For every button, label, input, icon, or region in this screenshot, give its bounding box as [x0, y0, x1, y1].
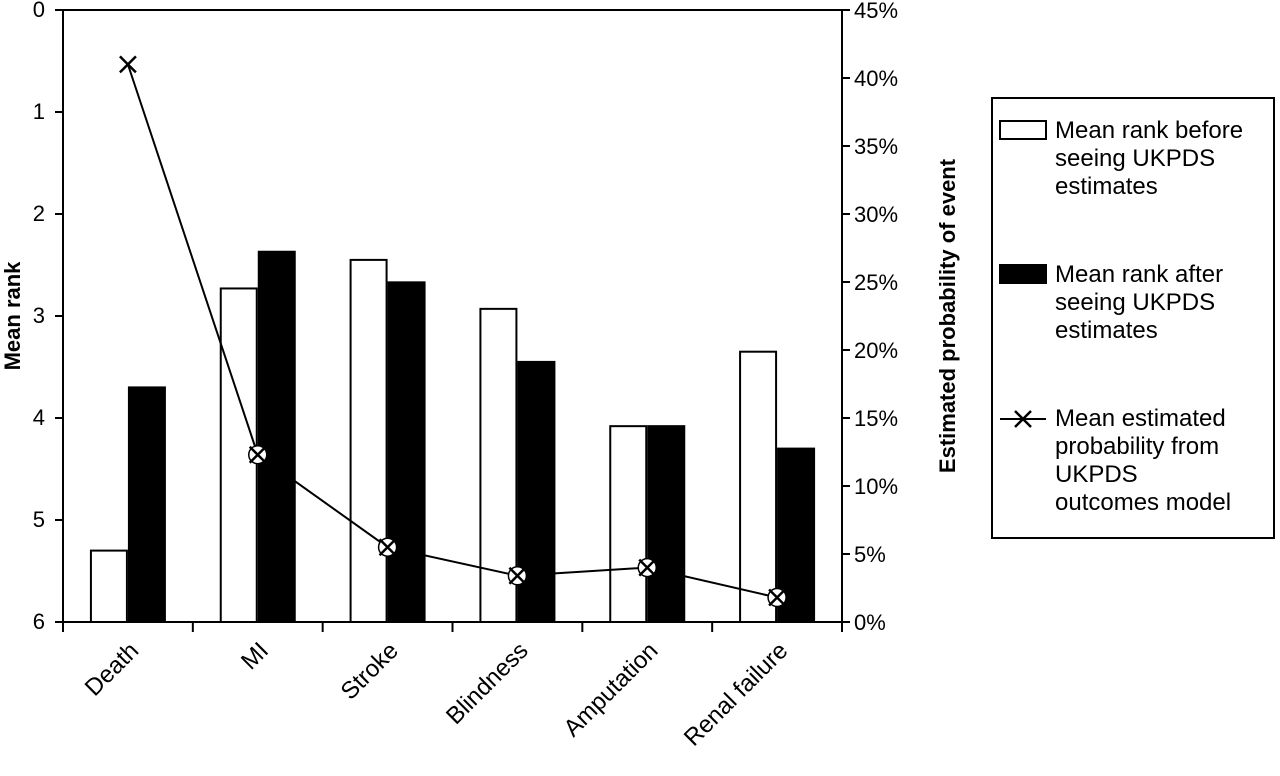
legend-box [991, 97, 1275, 539]
category-label-3: Blindness [441, 637, 534, 730]
probability-marker-3 [507, 566, 528, 586]
bar-after-2 [387, 281, 426, 623]
legend-text-2-0: Mean estimated [1055, 405, 1226, 432]
right-tick-label-6: 30% [854, 202, 898, 227]
right-tick-label-9: 45% [854, 0, 898, 23]
right-tick-label-4: 20% [854, 338, 898, 363]
legend-swatch-1 [999, 264, 1047, 284]
category-label-0: Death [80, 637, 144, 701]
left-tick-label-2: 2 [33, 201, 45, 226]
legend-text-2-2: UKPDS [1055, 461, 1138, 488]
left-tick-label-1: 1 [33, 99, 45, 124]
bar-before-2 [349, 258, 388, 623]
probability-line [126, 64, 778, 599]
legend-text-1-1: seeing UKPDS [1055, 289, 1215, 316]
bar-before-4 [609, 425, 648, 623]
category-label-1: MI [236, 637, 274, 675]
probability-marker-2 [377, 537, 398, 557]
bar-before-5 [739, 350, 778, 623]
y-axis-title: Mean rank [0, 261, 25, 371]
y2-axis-title: Estimated probability of event [935, 158, 960, 473]
bar-before-0 [89, 549, 128, 623]
category-label-4: Amputation [559, 637, 664, 742]
left-tick-label-5: 5 [33, 507, 45, 532]
legend-text-0-0: Mean rank before [1055, 117, 1243, 144]
probability-marker-0 [119, 55, 137, 74]
marker-x-5 [768, 588, 786, 607]
bar-after-4 [647, 425, 686, 623]
legend-symbol-2 [1000, 410, 1046, 428]
probability-marker-4 [637, 557, 657, 578]
legend-text-1-0: Mean rank after [1055, 261, 1223, 288]
right-tick-label-8: 40% [854, 66, 898, 91]
left-tick-label-6: 6 [33, 609, 45, 634]
probability-marker-5 [767, 587, 787, 608]
right-tick-label-3: 15% [854, 406, 898, 431]
left-tick-label-4: 4 [33, 405, 45, 430]
marker-x-4 [638, 558, 657, 577]
marker-x-1 [248, 445, 267, 464]
legend-text-2-1: probability from [1055, 433, 1219, 460]
legend-swatch-0 [999, 120, 1047, 140]
left-tick-label-3: 3 [33, 303, 45, 328]
category-label-2: Stroke [336, 637, 404, 705]
legend-symbol-1 [999, 264, 1047, 284]
plot-area [89, 55, 816, 624]
marker-x-2 [378, 538, 397, 557]
right-tick-label-1: 5% [854, 542, 886, 567]
right-tick-label-7: 35% [854, 134, 898, 159]
legend-marker-2 [1014, 410, 1032, 428]
marker-x-0 [119, 55, 137, 74]
right-tick-label-5: 25% [854, 270, 898, 295]
legend-text-0-1: seeing UKPDS [1055, 145, 1215, 172]
marker-x-3 [508, 566, 527, 585]
category-label-5: Renal failure [679, 637, 793, 751]
legend-symbol-0 [999, 120, 1047, 140]
right-tick-label-2: 10% [854, 474, 898, 499]
legend-text-2-3: outcomes model [1055, 489, 1231, 516]
left-tick-label-0: 0 [33, 0, 45, 22]
legend-text-1-2: estimates [1055, 317, 1158, 344]
bar-after-1 [257, 250, 296, 624]
probability-marker-1 [248, 444, 268, 465]
bar-after-0 [127, 386, 166, 623]
legend-text-0-2: estimates [1055, 173, 1158, 200]
right-tick-label-0: 0% [854, 610, 886, 635]
